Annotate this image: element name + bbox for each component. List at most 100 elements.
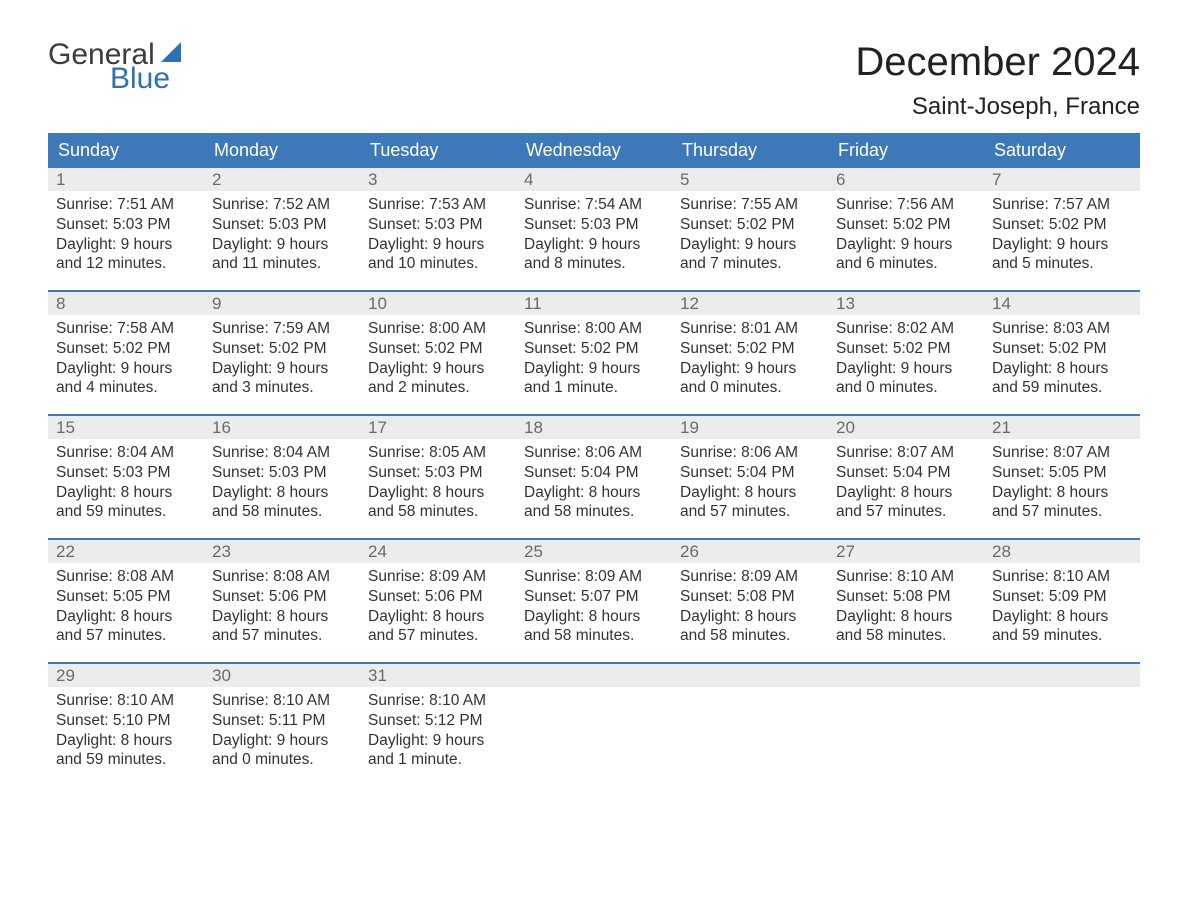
weekday-thursday: Thursday (672, 133, 828, 168)
day-d1: Daylight: 8 hours (992, 607, 1132, 627)
day-number: 26 (672, 540, 828, 563)
week-row: 29Sunrise: 8:10 AMSunset: 5:10 PMDayligh… (48, 662, 1140, 786)
day-details: Sunrise: 7:56 AMSunset: 5:02 PMDaylight:… (828, 191, 984, 282)
day-d2: and 58 minutes. (524, 502, 664, 522)
day-sunrise: Sunrise: 8:00 AM (524, 319, 664, 339)
day-number: 28 (984, 540, 1140, 563)
day-sunset: Sunset: 5:06 PM (212, 587, 352, 607)
day-number: 7 (984, 168, 1140, 191)
day-sunset: Sunset: 5:08 PM (836, 587, 976, 607)
day-number: 25 (516, 540, 672, 563)
day-sunset: Sunset: 5:02 PM (368, 339, 508, 359)
day-cell: 20Sunrise: 8:07 AMSunset: 5:04 PMDayligh… (828, 416, 984, 538)
day-cell: 19Sunrise: 8:06 AMSunset: 5:04 PMDayligh… (672, 416, 828, 538)
day-d1: Daylight: 9 hours (524, 359, 664, 379)
day-sunset: Sunset: 5:03 PM (524, 215, 664, 235)
empty-day-cell (828, 664, 984, 786)
day-d1: Daylight: 8 hours (56, 731, 196, 751)
day-number (828, 664, 984, 687)
day-sunrise: Sunrise: 7:54 AM (524, 195, 664, 215)
day-details: Sunrise: 7:53 AMSunset: 5:03 PMDaylight:… (360, 191, 516, 282)
week-row: 8Sunrise: 7:58 AMSunset: 5:02 PMDaylight… (48, 290, 1140, 414)
day-d1: Daylight: 9 hours (212, 731, 352, 751)
day-sunset: Sunset: 5:02 PM (836, 215, 976, 235)
day-number (672, 664, 828, 687)
day-details: Sunrise: 8:10 AMSunset: 5:12 PMDaylight:… (360, 687, 516, 778)
day-sunrise: Sunrise: 8:07 AM (836, 443, 976, 463)
day-d2: and 8 minutes. (524, 254, 664, 274)
day-d1: Daylight: 8 hours (212, 607, 352, 627)
day-d2: and 57 minutes. (368, 626, 508, 646)
weekday-wednesday: Wednesday (516, 133, 672, 168)
day-d1: Daylight: 8 hours (56, 607, 196, 627)
day-sunrise: Sunrise: 7:57 AM (992, 195, 1132, 215)
empty-day-cell (984, 664, 1140, 786)
day-d1: Daylight: 9 hours (680, 359, 820, 379)
day-sunset: Sunset: 5:02 PM (992, 215, 1132, 235)
day-d2: and 57 minutes. (212, 626, 352, 646)
day-cell: 27Sunrise: 8:10 AMSunset: 5:08 PMDayligh… (828, 540, 984, 662)
day-details (828, 687, 984, 767)
day-d2: and 1 minute. (524, 378, 664, 398)
day-sunrise: Sunrise: 8:02 AM (836, 319, 976, 339)
day-sunset: Sunset: 5:02 PM (680, 215, 820, 235)
day-details: Sunrise: 7:54 AMSunset: 5:03 PMDaylight:… (516, 191, 672, 282)
day-d1: Daylight: 8 hours (56, 483, 196, 503)
day-sunset: Sunset: 5:11 PM (212, 711, 352, 731)
day-details: Sunrise: 7:58 AMSunset: 5:02 PMDaylight:… (48, 315, 204, 406)
day-details: Sunrise: 8:07 AMSunset: 5:05 PMDaylight:… (984, 439, 1140, 530)
day-d1: Daylight: 8 hours (680, 607, 820, 627)
day-d2: and 2 minutes. (368, 378, 508, 398)
day-d1: Daylight: 8 hours (836, 483, 976, 503)
day-sunrise: Sunrise: 8:00 AM (368, 319, 508, 339)
day-number: 8 (48, 292, 204, 315)
day-number: 24 (360, 540, 516, 563)
day-d2: and 58 minutes. (368, 502, 508, 522)
day-number: 29 (48, 664, 204, 687)
day-sunrise: Sunrise: 7:56 AM (836, 195, 976, 215)
day-cell: 7Sunrise: 7:57 AMSunset: 5:02 PMDaylight… (984, 168, 1140, 290)
day-d1: Daylight: 8 hours (680, 483, 820, 503)
day-d2: and 59 minutes. (992, 626, 1132, 646)
day-sunrise: Sunrise: 8:09 AM (524, 567, 664, 587)
day-cell: 25Sunrise: 8:09 AMSunset: 5:07 PMDayligh… (516, 540, 672, 662)
day-number: 18 (516, 416, 672, 439)
day-d1: Daylight: 9 hours (368, 235, 508, 255)
day-number: 3 (360, 168, 516, 191)
empty-day-cell (516, 664, 672, 786)
calendar: SundayMondayTuesdayWednesdayThursdayFrid… (48, 133, 1140, 786)
day-details: Sunrise: 8:09 AMSunset: 5:08 PMDaylight:… (672, 563, 828, 654)
day-cell: 8Sunrise: 7:58 AMSunset: 5:02 PMDaylight… (48, 292, 204, 414)
day-sunrise: Sunrise: 8:04 AM (212, 443, 352, 463)
day-details: Sunrise: 8:10 AMSunset: 5:08 PMDaylight:… (828, 563, 984, 654)
day-d2: and 5 minutes. (992, 254, 1132, 274)
day-d2: and 57 minutes. (836, 502, 976, 522)
day-details: Sunrise: 8:02 AMSunset: 5:02 PMDaylight:… (828, 315, 984, 406)
day-cell: 2Sunrise: 7:52 AMSunset: 5:03 PMDaylight… (204, 168, 360, 290)
day-d1: Daylight: 8 hours (368, 483, 508, 503)
day-d1: Daylight: 9 hours (836, 235, 976, 255)
day-number: 17 (360, 416, 516, 439)
day-d1: Daylight: 9 hours (212, 359, 352, 379)
day-d2: and 0 minutes. (212, 750, 352, 770)
day-cell: 4Sunrise: 7:54 AMSunset: 5:03 PMDaylight… (516, 168, 672, 290)
day-details: Sunrise: 7:59 AMSunset: 5:02 PMDaylight:… (204, 315, 360, 406)
day-details: Sunrise: 8:07 AMSunset: 5:04 PMDaylight:… (828, 439, 984, 530)
day-number: 21 (984, 416, 1140, 439)
day-details: Sunrise: 8:10 AMSunset: 5:09 PMDaylight:… (984, 563, 1140, 654)
day-d1: Daylight: 8 hours (368, 607, 508, 627)
day-number: 22 (48, 540, 204, 563)
day-sunrise: Sunrise: 8:08 AM (212, 567, 352, 587)
day-number: 11 (516, 292, 672, 315)
day-details: Sunrise: 8:09 AMSunset: 5:07 PMDaylight:… (516, 563, 672, 654)
day-cell: 14Sunrise: 8:03 AMSunset: 5:02 PMDayligh… (984, 292, 1140, 414)
day-cell: 21Sunrise: 8:07 AMSunset: 5:05 PMDayligh… (984, 416, 1140, 538)
day-number: 15 (48, 416, 204, 439)
day-number: 2 (204, 168, 360, 191)
day-details: Sunrise: 8:10 AMSunset: 5:11 PMDaylight:… (204, 687, 360, 778)
day-sunrise: Sunrise: 8:10 AM (836, 567, 976, 587)
day-d1: Daylight: 9 hours (368, 359, 508, 379)
day-cell: 10Sunrise: 8:00 AMSunset: 5:02 PMDayligh… (360, 292, 516, 414)
day-sunset: Sunset: 5:08 PM (680, 587, 820, 607)
day-details (516, 687, 672, 767)
